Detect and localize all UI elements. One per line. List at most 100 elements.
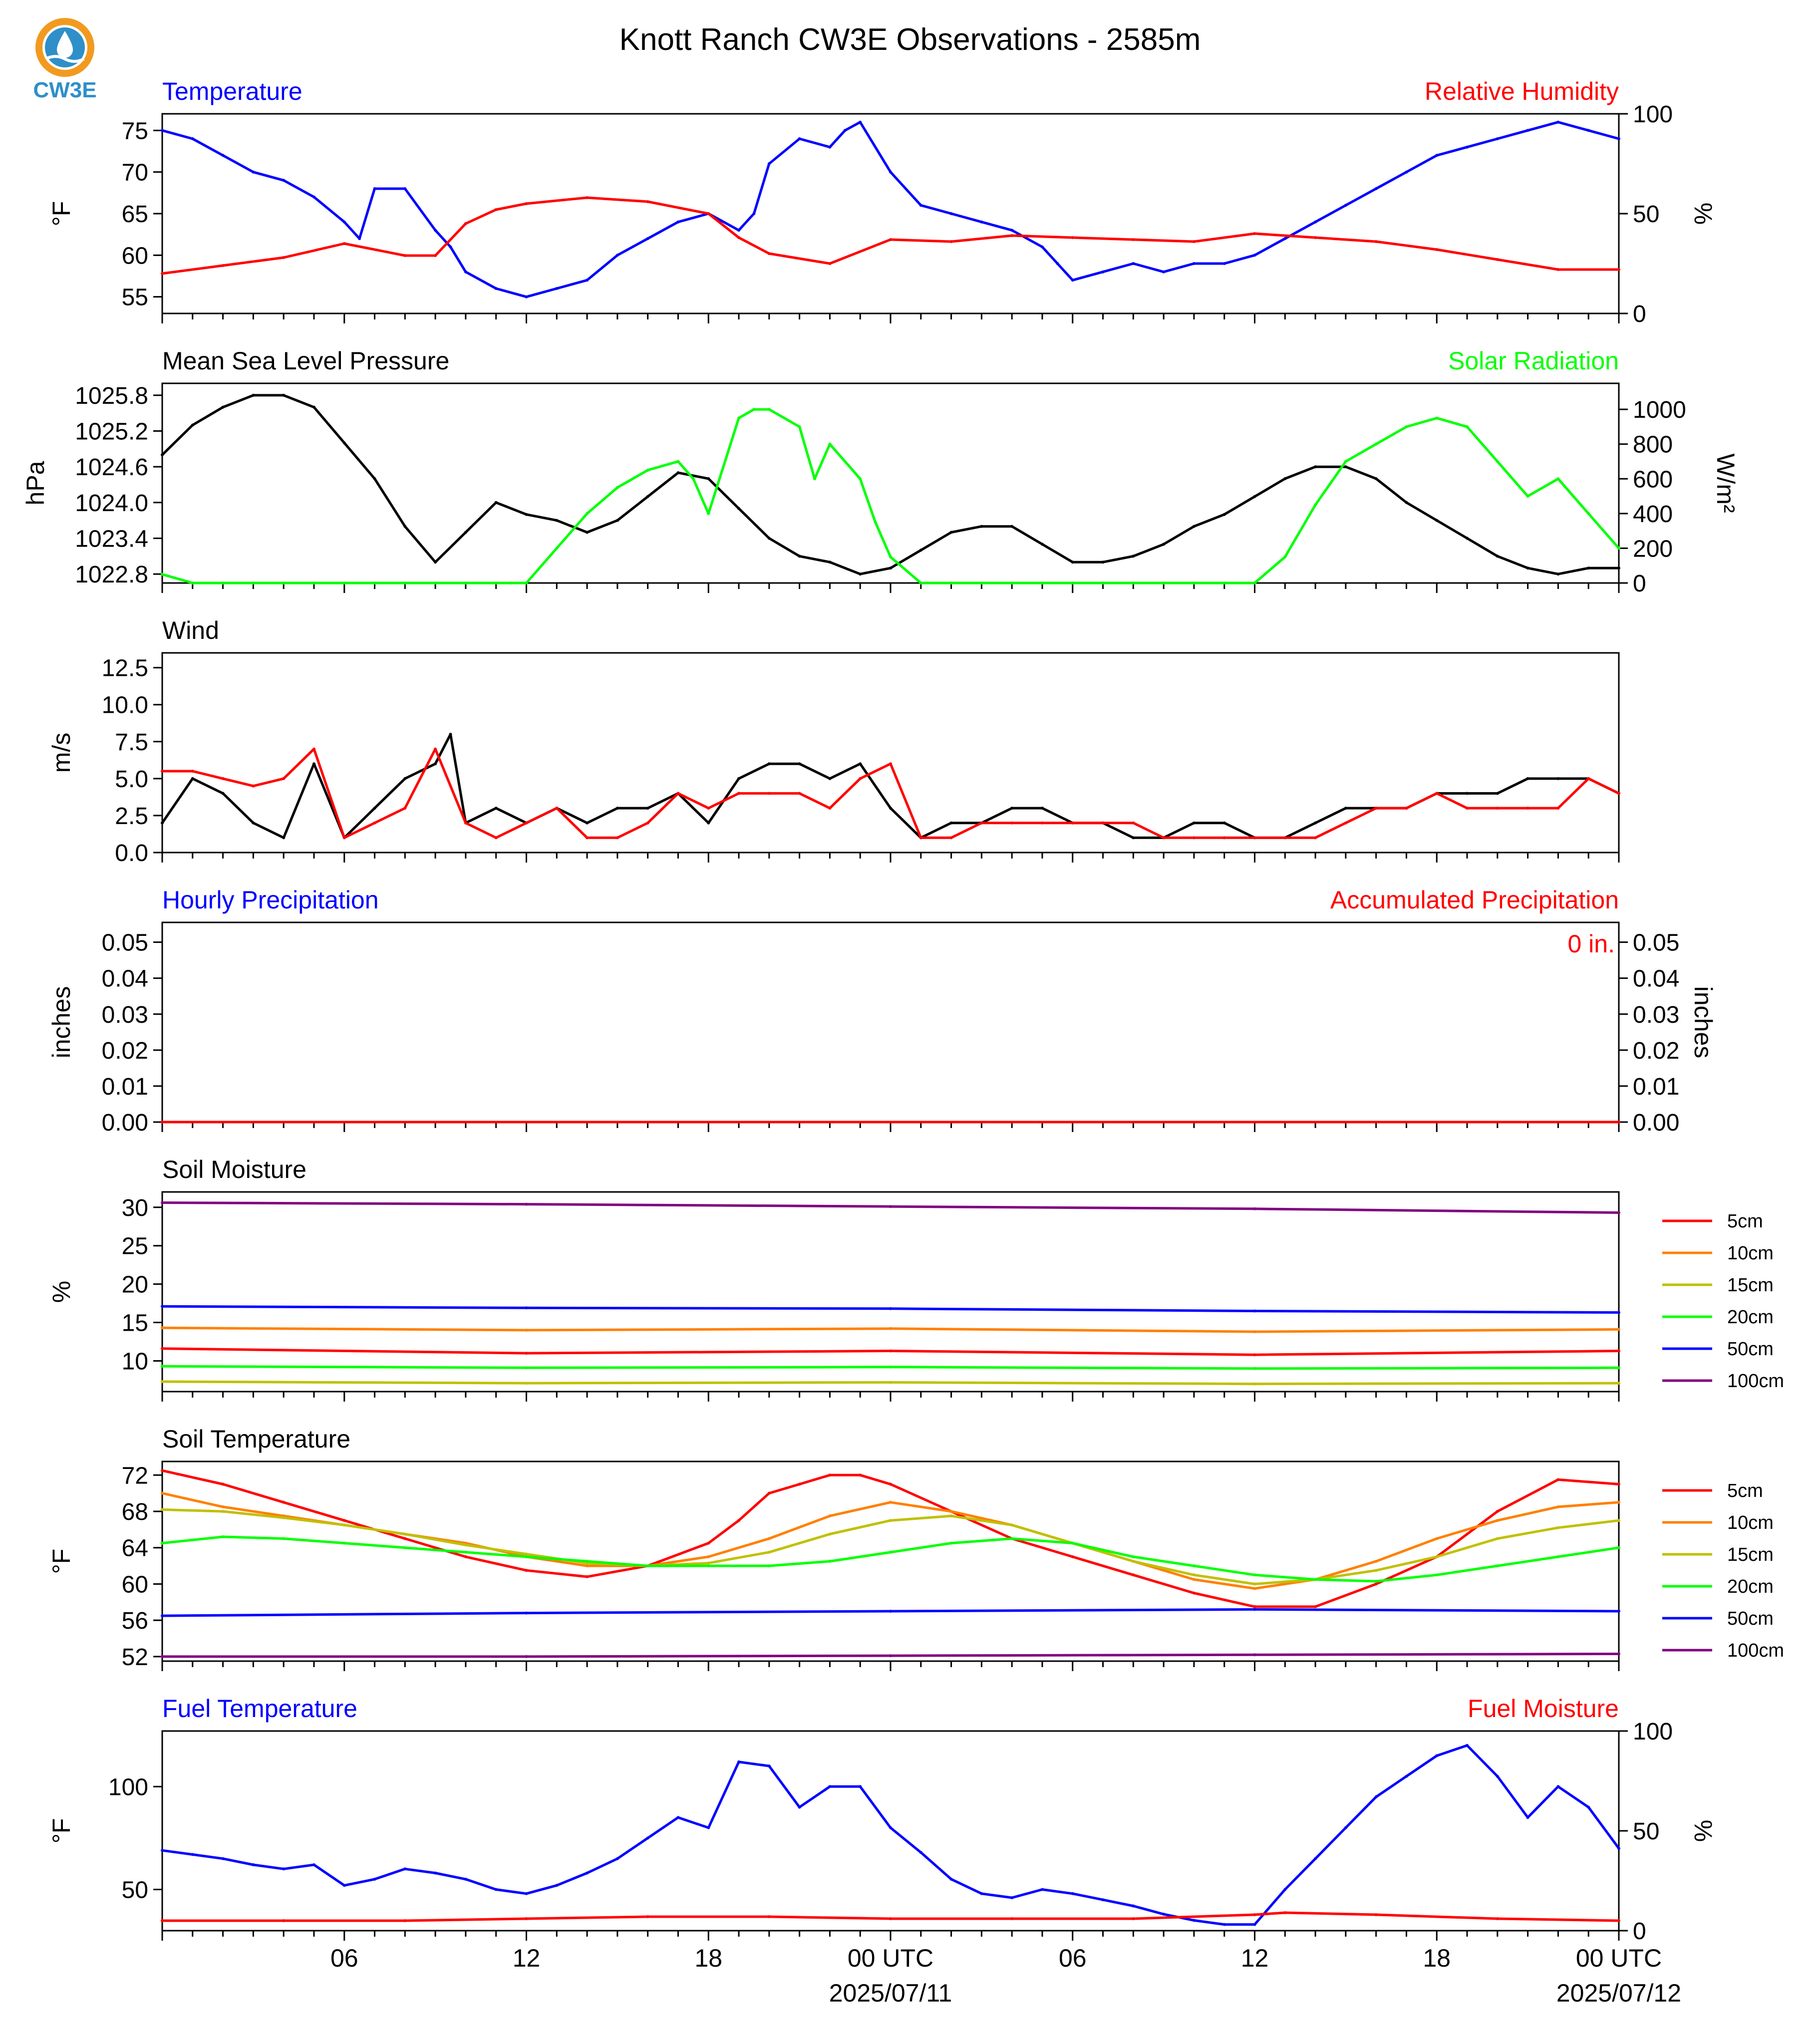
data-point (1617, 1610, 1620, 1613)
y-tick-label-right: 100 (1633, 101, 1673, 128)
data-point (646, 1836, 649, 1840)
data-point (449, 245, 452, 249)
data-point (1192, 525, 1196, 528)
data-point (1283, 1888, 1287, 1891)
data-point (434, 747, 437, 751)
data-point (919, 581, 922, 584)
logo-drop-icon (57, 31, 73, 58)
data-point (282, 393, 286, 397)
data-point (1010, 807, 1014, 810)
data-point (1132, 555, 1135, 558)
data-point (191, 581, 194, 584)
data-point (312, 581, 315, 584)
data-point (1374, 1913, 1378, 1916)
series-line-fuel-temperature (162, 1744, 1620, 1926)
data-point (1253, 836, 1256, 840)
data-point (252, 393, 255, 397)
data-point (464, 222, 467, 225)
precip-total-annotation: 0 in. (1567, 930, 1615, 958)
data-point (1253, 1608, 1256, 1611)
data-point (1435, 1537, 1439, 1540)
data-point (464, 1543, 467, 1547)
data-point (828, 561, 832, 564)
data-point (1132, 1555, 1135, 1558)
data-point (1587, 129, 1590, 132)
data-point (737, 416, 740, 420)
data-point (1435, 1754, 1439, 1757)
data-point (646, 468, 649, 472)
plot-frame (161, 1460, 1620, 1662)
panel-6: Soil Temperature 52 56 60 64 68 72 °F 5cm 10cm 15c… (47, 1425, 1784, 1671)
data-point (1617, 1349, 1620, 1353)
data-point (282, 1537, 286, 1540)
data-point (798, 425, 801, 428)
data-point (586, 821, 589, 825)
data-point (252, 821, 255, 825)
data-point (798, 792, 801, 795)
data-point (525, 1328, 528, 1332)
data-point (1344, 465, 1347, 469)
data-point (373, 807, 376, 810)
data-point (1405, 501, 1408, 504)
data-point (312, 195, 315, 199)
data-point (525, 1917, 528, 1920)
data-point (1071, 1892, 1074, 1895)
data-point (798, 137, 801, 140)
data-point (525, 1306, 528, 1310)
data-point (1283, 1911, 1287, 1914)
data-point (221, 1535, 225, 1538)
data-point (1253, 581, 1256, 584)
data-point (949, 836, 953, 840)
data-point (1526, 129, 1529, 132)
data-point (1041, 821, 1044, 825)
data-point (403, 1532, 407, 1536)
data-point (1101, 1898, 1105, 1902)
data-point (1314, 821, 1317, 825)
data-point (525, 513, 528, 516)
data-point (525, 1202, 528, 1206)
data-point (342, 242, 346, 245)
data-point (342, 1541, 346, 1545)
x-tick-label: 06 (1059, 1944, 1087, 1972)
data-point (1435, 1555, 1439, 1558)
data-point (1526, 777, 1529, 780)
data-point (494, 287, 498, 290)
data-point (282, 1516, 286, 1519)
data-point (1253, 1573, 1256, 1577)
data-point (191, 1853, 194, 1856)
data-point (646, 237, 649, 240)
data-point (494, 807, 498, 810)
data-point (1132, 262, 1135, 265)
data-point (1253, 1367, 1256, 1370)
y-tick-label: 72 (122, 1462, 148, 1489)
data-point (1435, 154, 1439, 157)
data-point (707, 212, 710, 215)
data-point (161, 1655, 164, 1658)
data-point (1556, 1555, 1560, 1558)
plot-frame (161, 921, 1620, 1123)
data-point (737, 236, 740, 239)
data-point (1435, 248, 1439, 251)
data-point (494, 208, 498, 211)
data-point (1374, 1795, 1378, 1798)
data-point (949, 821, 953, 825)
data-point (1556, 477, 1560, 481)
y-tick-label-right: 50 (1633, 201, 1659, 228)
data-point (161, 1201, 164, 1204)
data-point (707, 1561, 710, 1565)
y-tick-label: 10.0 (102, 692, 148, 719)
data-point (1374, 1580, 1378, 1583)
plot-frame (161, 382, 1620, 584)
data-point (1222, 262, 1226, 265)
series-line-mean-sea-level-pressure (161, 394, 1619, 576)
data-point (767, 1915, 771, 1918)
data-point (1192, 581, 1196, 584)
data-point (707, 477, 710, 480)
data-point (464, 270, 467, 274)
data-point (889, 1365, 892, 1369)
x-date-label: 2025/07/12 (1556, 1979, 1681, 2007)
data-point (1192, 1919, 1196, 1922)
y-tick-label: 20 (122, 1272, 148, 1298)
data-point (1101, 270, 1105, 274)
data-point (1496, 258, 1499, 261)
